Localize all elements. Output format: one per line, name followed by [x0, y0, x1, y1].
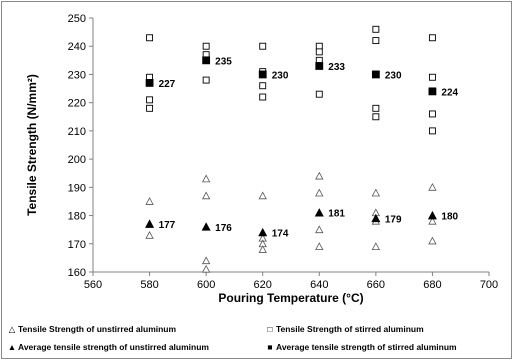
filled-triangle-point — [201, 222, 211, 231]
legend-label: Tensile Strength of unstirred aluminum — [18, 324, 177, 334]
open-square-point — [315, 42, 323, 50]
y-tick-label: 240 — [68, 41, 86, 53]
filled-square-point — [258, 70, 267, 79]
open-triangle-point — [315, 225, 324, 234]
open-triangle-point — [428, 182, 437, 191]
data-label: 177 — [159, 220, 176, 231]
data-label: 181 — [328, 209, 345, 220]
y-tick-label: 180 — [68, 211, 86, 223]
open-square-point — [372, 113, 380, 121]
tick-labels: 160 170 180 190 200 210 220 230 240 250 560 580 600 6… — [68, 13, 499, 291]
open-square-point — [315, 48, 323, 56]
filled-square-point — [428, 87, 437, 96]
open-triangle-point — [258, 191, 267, 200]
open-triangle-point — [428, 216, 437, 225]
y-axis-title: Tensile Strength (N/mm²) — [25, 74, 39, 216]
open-square-point — [202, 42, 210, 50]
open-triangle-point — [201, 256, 211, 265]
open-triangle-point — [201, 191, 211, 200]
x-tick-label: 620 — [254, 279, 272, 291]
x-tick-label: 560 — [84, 279, 102, 291]
open-triangle-point — [428, 236, 437, 245]
open-triangle-point — [371, 242, 381, 251]
legend-item-stirred: □ Tensile Strength of stirred aluminum — [264, 324, 424, 334]
y-tick-label: 220 — [68, 98, 86, 110]
filled-square-point — [145, 79, 154, 87]
data-label: 230 — [385, 70, 402, 81]
open-square-point — [146, 104, 154, 112]
filled-square-icon: ■ — [267, 342, 273, 352]
data-label: 233 — [328, 62, 345, 73]
filled-square-point — [371, 70, 380, 79]
open-square-point — [259, 93, 267, 101]
filled-triangle-point — [371, 213, 381, 223]
x-axis-title: Pouring Temperature (°C) — [218, 291, 363, 305]
data-label: 179 — [385, 214, 402, 225]
filled-triangle-point — [258, 227, 268, 237]
x-tick-label: 660 — [367, 279, 385, 291]
data-label: 235 — [215, 56, 232, 67]
x-tick-label: 700 — [480, 279, 498, 291]
y-tick-label: 210 — [68, 126, 86, 138]
open-triangle-point — [315, 171, 324, 180]
open-square-point — [372, 25, 380, 33]
open-triangle-point — [145, 230, 154, 239]
y-tick-label: 190 — [68, 182, 86, 194]
open-square-point — [146, 96, 154, 104]
open-square-point — [428, 73, 436, 81]
y-tick-label: 200 — [68, 154, 86, 166]
legend-item-unstirred: △ Tensile Strength of unstirred aluminum — [6, 324, 176, 335]
open-square-point — [146, 34, 154, 42]
x-tick-label: 580 — [140, 279, 158, 291]
data-label: 230 — [272, 70, 289, 81]
open-triangle-point — [145, 197, 154, 205]
data-label: 180 — [441, 212, 458, 223]
open-triangle-point — [201, 264, 211, 273]
y-axis-title-group: Tensile Strength (N/mm²) — [25, 74, 39, 216]
legend-item-avg-unstirred: ▲ Average tensile strength of unstirred a… — [6, 342, 209, 352]
y-tick-label: 170 — [68, 239, 86, 251]
open-triangle-point — [371, 188, 381, 197]
y-tick-label: 230 — [68, 69, 86, 81]
filled-triangle-point — [145, 219, 155, 228]
filled-triangle-icon: ▲ — [7, 342, 17, 352]
open-square-point — [428, 34, 436, 42]
x-tick-label: 640 — [310, 279, 328, 291]
x-tick-label: 680 — [423, 279, 441, 291]
x-axis-title-group: Pouring Temperature (°C) — [218, 291, 363, 305]
open-square-point — [428, 127, 436, 135]
data-label: 227 — [159, 79, 176, 90]
open-square-point — [428, 110, 436, 118]
filled-square-point — [315, 62, 324, 70]
data-label: 224 — [441, 87, 458, 98]
x-tick-label: 600 — [197, 279, 215, 291]
legend-label: Average tensile strength of stirred alum… — [276, 342, 457, 352]
open-triangle-point — [201, 174, 211, 183]
filled-square-point — [202, 56, 211, 65]
open-triangle-point — [315, 242, 324, 251]
open-square-point — [315, 90, 323, 98]
filled-triangle-point — [314, 208, 324, 217]
y-tick-label: 250 — [68, 13, 86, 25]
data-label: 176 — [215, 223, 232, 234]
open-square-point — [259, 42, 267, 50]
open-square-point — [372, 104, 380, 112]
legend-item-avg-stirred: ■ Average tensile strength of stirred alu… — [264, 342, 457, 352]
open-square-point — [372, 37, 380, 45]
y-tick-label: 160 — [68, 267, 86, 279]
open-square-point — [259, 82, 267, 90]
open-square-icon: □ — [267, 324, 273, 334]
axes — [89, 17, 490, 276]
open-triangle-point — [315, 188, 324, 197]
open-triangle-icon: △ — [8, 324, 16, 334]
legend-label: Tensile Strength of stirred aluminum — [276, 324, 424, 334]
open-square-point — [202, 76, 210, 84]
data-marks: 177 176 174 181 179 180 227 235 230 233 230 224 — [145, 25, 459, 273]
open-triangle-point — [258, 245, 267, 253]
legend-label: Average tensile strength of unstirred al… — [18, 342, 209, 352]
filled-triangle-point — [427, 210, 437, 220]
data-label: 174 — [272, 228, 289, 239]
